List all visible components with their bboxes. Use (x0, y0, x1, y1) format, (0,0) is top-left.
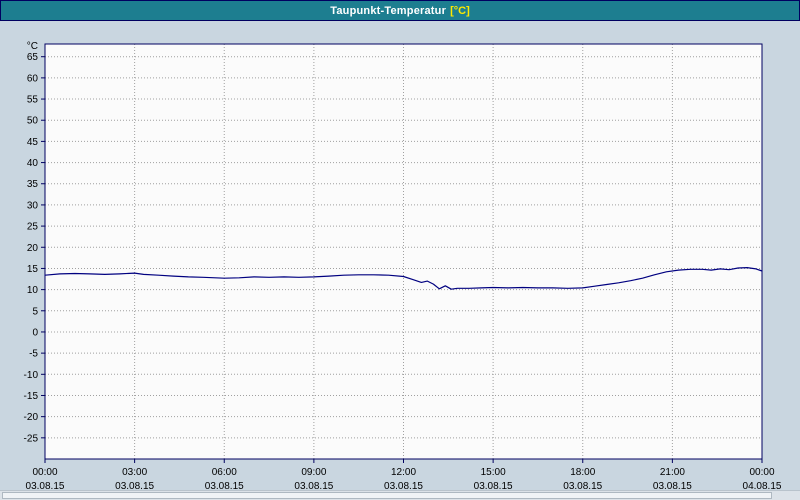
svg-text:03.08.15: 03.08.15 (115, 481, 154, 490)
svg-text:15:00: 15:00 (481, 467, 506, 478)
svg-text:12:00: 12:00 (391, 467, 416, 478)
svg-text:40: 40 (27, 158, 39, 169)
svg-text:25: 25 (27, 222, 39, 233)
svg-text:03.08.15: 03.08.15 (474, 481, 513, 490)
svg-text:35: 35 (27, 179, 39, 190)
svg-text:65: 65 (27, 52, 39, 63)
svg-text:03.08.15: 03.08.15 (563, 481, 602, 490)
svg-text:15: 15 (27, 264, 39, 275)
svg-text:45: 45 (27, 137, 39, 148)
svg-text:-25: -25 (24, 433, 39, 444)
svg-text:50: 50 (27, 116, 39, 127)
svg-text:21:00: 21:00 (660, 467, 685, 478)
chart-title-unit: [°C] (450, 4, 470, 17)
svg-text:°C: °C (27, 41, 38, 52)
svg-text:09:00: 09:00 (301, 467, 326, 478)
svg-text:03.08.15: 03.08.15 (384, 481, 423, 490)
svg-text:55: 55 (27, 95, 39, 106)
svg-text:-20: -20 (24, 412, 39, 423)
svg-text:03:00: 03:00 (122, 467, 147, 478)
svg-text:04.08.15: 04.08.15 (743, 481, 782, 490)
svg-text:-5: -5 (29, 349, 38, 360)
chart-title: Taupunkt-Temperatur (330, 4, 447, 17)
svg-text:10: 10 (27, 285, 39, 296)
svg-text:03.08.15: 03.08.15 (653, 481, 692, 490)
dew-point-line-chart: 65605550454035302520151050-5-10-15-20-25… (24, 41, 782, 492)
title-bar: Taupunkt-Temperatur [°C] (0, 0, 800, 21)
svg-text:18:00: 18:00 (570, 467, 595, 478)
svg-text:06:00: 06:00 (212, 467, 237, 478)
svg-text:03.08.15: 03.08.15 (205, 481, 244, 490)
svg-text:00:00: 00:00 (749, 467, 774, 478)
svg-text:0: 0 (32, 327, 38, 338)
horizontal-scrollbar-thumb[interactable] (2, 492, 772, 499)
svg-text:30: 30 (27, 200, 39, 211)
svg-text:00:00: 00:00 (32, 467, 57, 478)
chart-area: 65 60 55 50 45 40 35 30 25 20 15 10 5 0 -5 -10 -15 -20 -25… (0, 21, 800, 492)
svg-text:03.08.15: 03.08.15 (26, 481, 65, 490)
svg-text:5: 5 (32, 306, 38, 317)
svg-text:-15: -15 (24, 391, 39, 402)
svg-text:-10: -10 (24, 370, 39, 381)
horizontal-scrollbar[interactable] (0, 490, 800, 500)
svg-text:60: 60 (27, 73, 39, 84)
svg-text:20: 20 (27, 243, 39, 254)
svg-text:03.08.15: 03.08.15 (294, 481, 333, 490)
